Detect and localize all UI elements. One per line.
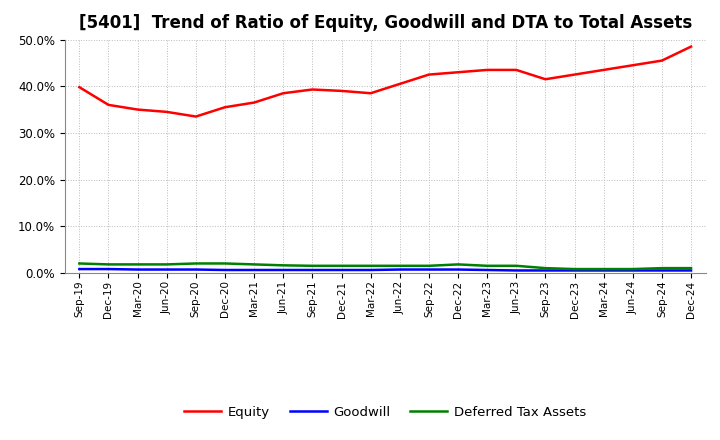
Deferred Tax Assets [220,261,229,266]
Equity [133,107,142,112]
Goodwill [512,268,521,273]
Equity [570,72,579,77]
Equity [220,105,229,110]
Deferred Tax Assets [395,263,404,268]
Deferred Tax Assets [454,262,462,267]
Equity [308,87,317,92]
Deferred Tax Assets [366,263,375,268]
Equity [454,70,462,75]
Line: Equity: Equity [79,47,691,117]
Goodwill [75,267,84,272]
Equity [163,109,171,114]
Deferred Tax Assets [337,263,346,268]
Deferred Tax Assets [75,261,84,266]
Deferred Tax Assets [279,263,287,268]
Goodwill [425,267,433,272]
Title: [5401]  Trend of Ratio of Equity, Goodwill and DTA to Total Assets: [5401] Trend of Ratio of Equity, Goodwil… [78,15,692,33]
Goodwill [629,268,637,273]
Goodwill [308,268,317,273]
Equity [250,100,258,105]
Goodwill [454,267,462,272]
Goodwill [570,268,579,273]
Deferred Tax Assets [541,265,550,271]
Equity [192,114,200,119]
Equity [512,67,521,73]
Goodwill [279,268,287,273]
Deferred Tax Assets [629,267,637,272]
Deferred Tax Assets [308,263,317,268]
Equity [366,91,375,96]
Goodwill [163,267,171,272]
Deferred Tax Assets [104,262,113,267]
Goodwill [250,268,258,273]
Legend: Equity, Goodwill, Deferred Tax Assets: Equity, Goodwill, Deferred Tax Assets [179,401,591,424]
Equity [279,91,287,96]
Goodwill [337,268,346,273]
Equity [104,102,113,107]
Equity [599,67,608,73]
Goodwill [104,267,113,272]
Deferred Tax Assets [163,262,171,267]
Line: Deferred Tax Assets: Deferred Tax Assets [79,264,691,269]
Equity [687,44,696,49]
Goodwill [366,268,375,273]
Goodwill [541,268,550,273]
Equity [483,67,492,73]
Goodwill [657,268,666,273]
Deferred Tax Assets [250,262,258,267]
Deferred Tax Assets [570,267,579,272]
Line: Goodwill: Goodwill [79,269,691,271]
Equity [657,58,666,63]
Deferred Tax Assets [687,265,696,271]
Deferred Tax Assets [192,261,200,266]
Goodwill [133,267,142,272]
Deferred Tax Assets [512,263,521,268]
Equity [541,77,550,82]
Goodwill [599,268,608,273]
Equity [75,84,84,90]
Goodwill [483,268,492,273]
Equity [395,81,404,87]
Goodwill [395,267,404,272]
Goodwill [192,267,200,272]
Deferred Tax Assets [425,263,433,268]
Deferred Tax Assets [657,265,666,271]
Deferred Tax Assets [599,267,608,272]
Goodwill [687,268,696,273]
Equity [629,62,637,68]
Deferred Tax Assets [483,263,492,268]
Equity [337,88,346,94]
Goodwill [220,268,229,273]
Deferred Tax Assets [133,262,142,267]
Equity [425,72,433,77]
